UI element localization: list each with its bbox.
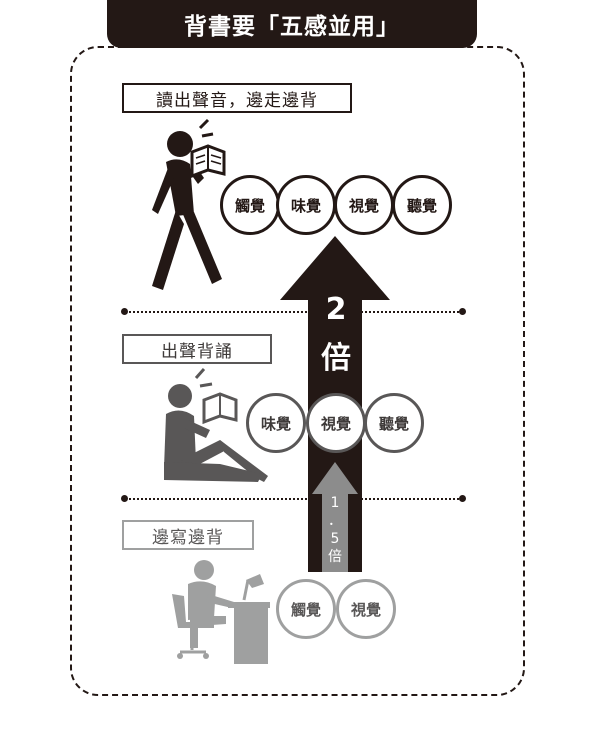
level-1-sense-taste: 味覺 — [276, 175, 336, 235]
divider-2 — [125, 498, 463, 500]
divider-1-dot-left — [121, 308, 128, 315]
big-arrow-number: 2 — [325, 292, 347, 327]
big-arrow-unit: 倍 — [321, 341, 351, 376]
sitting-reader-icon — [164, 368, 268, 482]
divider-2-dot-left — [121, 495, 128, 502]
level-1-label: 讀出聲音，邊走邊背 — [122, 83, 352, 113]
desk-writer-icon — [172, 560, 270, 664]
level-2-sense-sight: 視覺 — [306, 393, 366, 453]
small-arrow-label: 1 ． 5 倍 — [328, 495, 342, 565]
divider-1 — [125, 311, 463, 313]
level-3-sense-sight: 視覺 — [336, 579, 396, 639]
level-2-sense-taste: 味覺 — [246, 393, 306, 453]
divider-1-dot-right — [459, 308, 466, 315]
small-arrow — [312, 462, 358, 572]
divider-2-dot-right — [459, 495, 466, 502]
level-3-label: 邊寫邊背 — [122, 520, 254, 550]
level-2-sense-hearing: 聽覺 — [364, 393, 424, 453]
level-1-sense-hearing: 聽覺 — [392, 175, 452, 235]
walking-reader-icon — [152, 118, 226, 290]
outer-frame — [70, 46, 525, 696]
level-1-sense-sight: 視覺 — [334, 175, 394, 235]
diagram-title: 背書要「五感並用」 — [107, 0, 477, 48]
level-1-sense-touch: 觸覺 — [220, 175, 280, 235]
level-2-label: 出聲背誦 — [122, 334, 272, 364]
level-3-sense-touch: 觸覺 — [276, 579, 336, 639]
